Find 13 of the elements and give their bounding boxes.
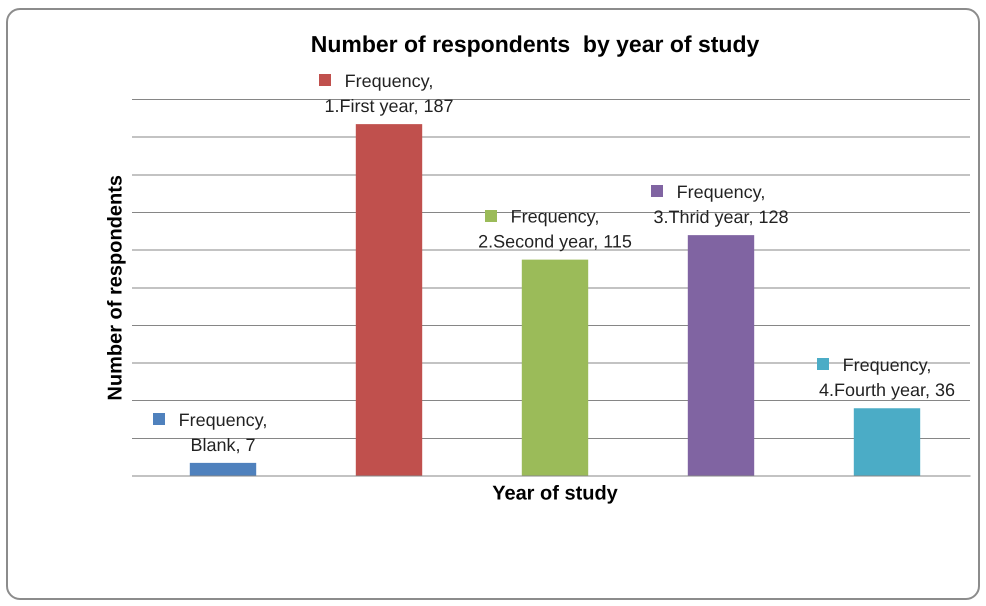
data-label: Frequency, 2.Second year, 115 — [478, 206, 632, 252]
data-label: Frequency, 4.Fourth year, 36 — [818, 355, 956, 400]
y-axis-title: Number of respondents — [104, 175, 127, 401]
data-label: Frequency, 1.First year, 187 — [324, 71, 454, 116]
chart-title: Number of respondents by year of study — [310, 31, 760, 58]
x-axis-title: Year of study — [492, 482, 619, 505]
bar — [356, 124, 422, 476]
data-label: Frequency, Blank, 7 — [178, 410, 268, 455]
bar — [854, 408, 920, 476]
bar — [688, 235, 754, 476]
bar — [190, 462, 256, 476]
data-label: Frequency, 3.Thrid year, 128 — [653, 182, 789, 228]
bar — [522, 260, 588, 476]
